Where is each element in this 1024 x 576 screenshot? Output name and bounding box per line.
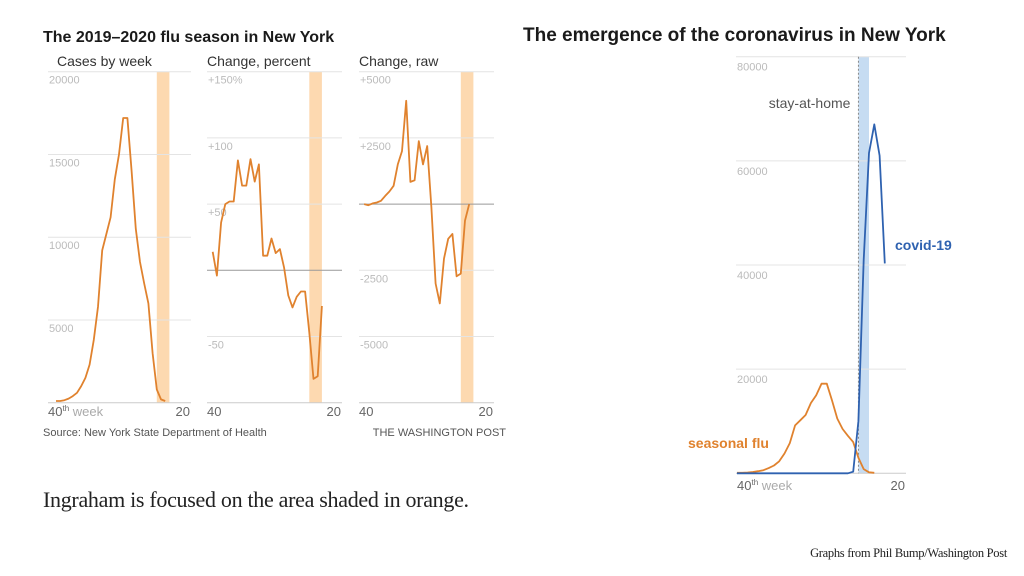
y-tick-label: 80000 [737,62,768,74]
y-tick-label: 40000 [737,270,768,282]
seasonal-flu-label: seasonal flu [688,435,769,451]
x-tick-label-end: 20 [891,478,905,493]
x-tick-label-start: 40th week [48,404,104,419]
y-tick-label: 60000 [737,166,768,178]
y-tick-label: +5000 [360,75,391,87]
series-line [363,99,471,305]
highlight-band [309,71,322,403]
covid-19-line [737,123,886,475]
x-tick-label-end: 20 [176,404,190,419]
panel-title-percent: Change, percent [207,53,311,69]
x-tick-label-end: 20 [479,404,493,419]
y-tick-label: -5000 [360,340,388,352]
y-tick-label: 5000 [49,323,73,335]
y-tick-label: -50 [208,340,224,352]
right-figure-title: The emergence of the coronavirus in New … [523,25,946,46]
x-tick-label-start: 40 [359,404,373,419]
x-tick-label-start: 40 [207,404,221,419]
left-figure-title: The 2019–2020 flu season in New York [43,29,334,46]
seasonal-flu-line [737,382,875,474]
x-tick-label-start: 40th week [737,478,793,493]
highlight-band [460,71,474,403]
panel-title-cases: Cases by week [57,53,153,69]
y-tick-label: +100 [208,141,233,153]
y-tick-label: +2500 [360,141,391,153]
body-text: Ingraham is focused on the area shaded i… [43,487,469,512]
y-tick-label: -2500 [360,273,388,285]
stay-at-home-label: stay-at-home [769,95,851,111]
y-tick-label: 20000 [49,75,80,87]
y-tick-label: 10000 [49,240,80,252]
series-line [56,117,166,402]
source-note: Source: New York State Department of Hea… [43,427,267,439]
y-tick-label: +150% [208,75,243,87]
series-line [211,158,323,380]
y-tick-label: 15000 [49,157,80,169]
publisher-credit: THE WASHINGTON POST [373,427,507,439]
y-tick-label: 20000 [737,374,768,386]
image-credit: Graphs from Phil Bump/Washington Post [810,546,1007,560]
panel-title-raw: Change, raw [359,53,439,69]
x-tick-label-end: 20 [327,404,341,419]
covid-19-label: covid-19 [895,237,952,253]
